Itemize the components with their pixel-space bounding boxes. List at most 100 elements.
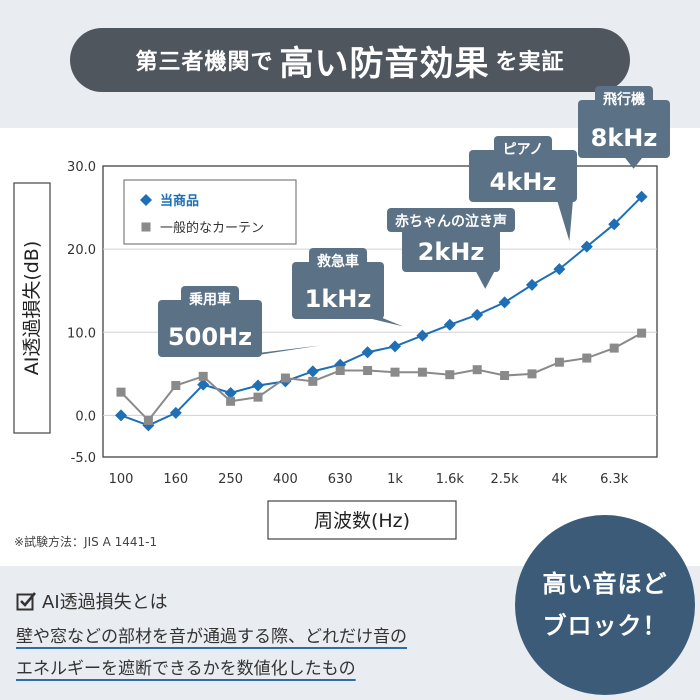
curtain-point (472, 365, 482, 375)
callout-title: 飛行機 (602, 91, 645, 108)
legend-product-marker (140, 194, 152, 206)
callout-title: ピアノ (503, 142, 544, 158)
definition-title-text: AI透過損失とは (42, 592, 168, 613)
y-axis-label-box (13, 182, 51, 434)
test-method-note: ※試験方法：JIS A 1441-1 (14, 535, 158, 549)
high-frequency-badge: 高い音ほど ブロック！ (515, 515, 695, 695)
product-point (361, 346, 374, 359)
curtain-point (527, 369, 537, 379)
x-tick-label: 2.5k (490, 472, 519, 487)
curtain-point (116, 387, 126, 397)
curtain-point (363, 366, 373, 376)
curtain-point (171, 380, 181, 390)
callout-frequency: 2kHz (418, 238, 485, 266)
callout-tail (242, 345, 321, 355)
callout-title: 乗用車 (188, 291, 231, 308)
curtain-point (554, 357, 564, 367)
callout-box (158, 300, 262, 357)
callout-title-tab (595, 86, 653, 110)
curtain-point (609, 343, 619, 353)
product-point (197, 378, 210, 391)
curtain-point (417, 367, 427, 377)
legend-product-label: 当商品 (160, 193, 199, 209)
banner-suffix: を実証 (495, 50, 565, 75)
callout-frequency: 8kHz (591, 124, 658, 152)
curtain-point (335, 366, 345, 376)
legend-curtain-label: 一般的なカーテン (160, 220, 264, 236)
x-tick-label: 1k (387, 472, 403, 487)
callout-title-tab (387, 208, 515, 232)
legend-curtain-marker (141, 222, 151, 232)
sound-loss-chart: 30.0 20.0 10.0 0.0 -5.0 100 160 250 400 630 1k 1.6k… (13, 86, 670, 540)
y-tick-label: 10.0 (67, 326, 96, 341)
y-tick-label: 20.0 (67, 243, 96, 258)
definition-line-1: 壁や窓などの部材を音が通過する際、どれだけ音の (16, 622, 407, 647)
definition-title: AI透過損失とは (16, 588, 168, 614)
x-tick-label: 160 (163, 472, 188, 487)
x-tick-label: 400 (273, 472, 298, 487)
banner-emphasis: 高い防音効果 (279, 43, 490, 84)
x-tick-label: 4k (551, 472, 567, 487)
curtain-point (198, 371, 208, 381)
callout-title-tab (309, 248, 367, 272)
product-point (580, 240, 593, 253)
product-point (115, 409, 127, 422)
product-point (306, 365, 319, 378)
callout-title-tab (494, 136, 552, 160)
definition-line-2-text: エネルギーを遮断できるかを数値化したもの (16, 659, 356, 679)
curtain-point (637, 328, 647, 338)
product-point (498, 296, 511, 309)
product-point (416, 329, 429, 342)
product-point (443, 318, 456, 331)
definition-line-2: エネルギーを遮断できるかを数値化したもの (16, 654, 356, 679)
callout-box (402, 222, 500, 272)
x-tick-label: 250 (218, 472, 243, 487)
curtain-point (226, 396, 236, 406)
x-tick-label: 1.6k (436, 472, 465, 487)
product-point (553, 263, 566, 276)
curtain-point (253, 392, 263, 402)
badge-line-2: ブロック！ (542, 612, 668, 640)
product-point (252, 379, 264, 392)
x-tick-label: 6.3k (600, 472, 629, 487)
curtain-point (445, 370, 455, 380)
legend-box (123, 179, 297, 245)
definition-line-1-underlined: どれだけ音の (305, 627, 407, 647)
product-point (224, 386, 237, 399)
callout-frequency: 500Hz (168, 323, 252, 351)
callout-box (469, 150, 577, 202)
callout-box (578, 100, 670, 158)
callout-frequency: 1kHz (305, 285, 372, 313)
definition-line-1-plain: 壁や窓などの部材を音が通過する際、 (16, 627, 305, 647)
product-point (471, 308, 484, 321)
curtain-point (308, 376, 318, 386)
callout-tail (364, 317, 403, 327)
product-point (389, 340, 401, 353)
product-point (526, 278, 538, 291)
curtain-point (390, 367, 400, 377)
series-line-curtain (120, 332, 643, 422)
callout-title: 救急車 (317, 253, 359, 270)
callout-box (292, 262, 384, 319)
product-point (608, 218, 621, 231)
y-tick-label: 30.0 (67, 160, 96, 175)
callout-frequency: 4kHz (490, 168, 557, 196)
x-tick-label: 100 (109, 472, 134, 487)
banner-prefix: 第三者機関で (135, 50, 274, 75)
product-point (635, 190, 648, 203)
x-tick-label: 630 (328, 472, 353, 487)
curtain-point (500, 371, 510, 381)
callout-tail (475, 270, 496, 289)
y-tick-label: 0.0 (75, 409, 96, 424)
callout-title-tab (181, 286, 239, 310)
badge-line-1: 高い音ほど (542, 570, 668, 598)
y-axis-label: AI透過損失(dB) (21, 241, 43, 376)
callout-tail (557, 200, 573, 242)
y-tick-label: -5.0 (71, 451, 96, 466)
x-axis-label-box (267, 500, 457, 540)
callout-title: 赤ちゃんの泣き声 (395, 213, 507, 230)
checkbox-icon (16, 592, 36, 611)
product-point (169, 406, 182, 419)
curtain-point (582, 353, 592, 363)
curtain-point (280, 373, 290, 383)
